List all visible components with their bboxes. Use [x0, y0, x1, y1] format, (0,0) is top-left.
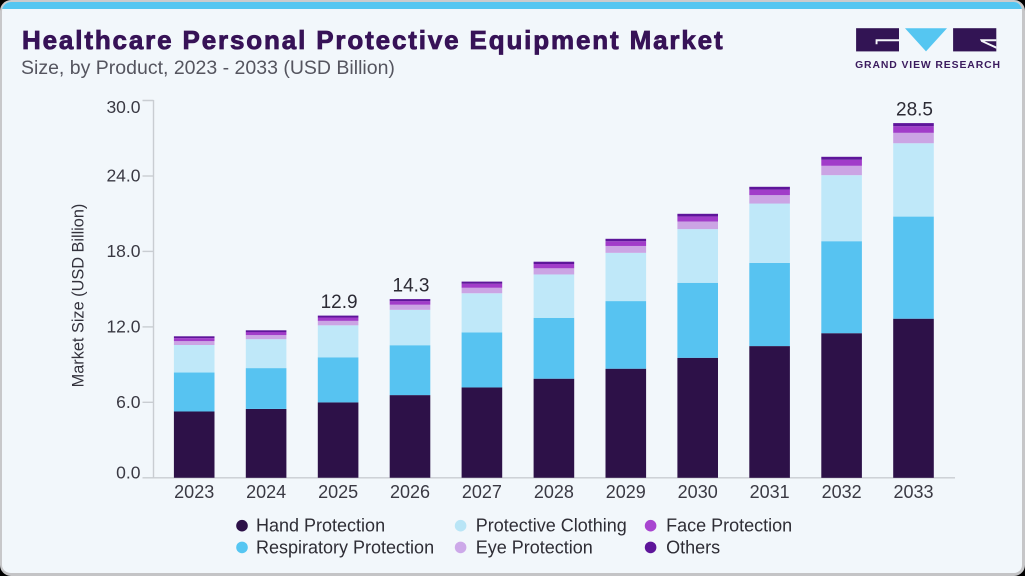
svg-text:2028: 2028	[534, 482, 574, 502]
svg-text:2025: 2025	[318, 482, 358, 502]
svg-text:Protective Clothing: Protective Clothing	[476, 516, 627, 536]
svg-text:2024: 2024	[246, 482, 286, 502]
svg-text:24.0: 24.0	[106, 166, 140, 186]
svg-text:18.0: 18.0	[106, 241, 140, 261]
svg-text:Market Size (USD Billion): Market Size (USD Billion)	[70, 204, 88, 388]
svg-text:Eye Protection: Eye Protection	[476, 537, 593, 557]
svg-text:2027: 2027	[462, 482, 502, 502]
svg-text:12.0: 12.0	[106, 317, 140, 337]
svg-text:Face Protection: Face Protection	[666, 516, 792, 536]
svg-text:Respiratory Protection: Respiratory Protection	[256, 537, 434, 557]
svg-text:2032: 2032	[822, 482, 862, 502]
svg-text:0.0: 0.0	[116, 462, 141, 482]
svg-text:GRAND VIEW RESEARCH: GRAND VIEW RESEARCH	[855, 60, 1001, 71]
svg-text:2026: 2026	[390, 482, 430, 502]
svg-text:2023: 2023	[174, 482, 214, 502]
svg-text:2031: 2031	[750, 482, 790, 502]
svg-text:14.3: 14.3	[393, 276, 430, 297]
svg-text:2030: 2030	[678, 482, 718, 502]
svg-text:28.5: 28.5	[896, 100, 933, 121]
svg-text:2033: 2033	[893, 482, 933, 502]
svg-text:Hand Protection: Hand Protection	[256, 516, 385, 536]
svg-text:12.9: 12.9	[321, 292, 358, 313]
svg-text:2029: 2029	[606, 482, 646, 502]
svg-text:30.0: 30.0	[106, 97, 140, 117]
svg-text:Others: Others	[666, 537, 720, 557]
svg-text:6.0: 6.0	[116, 392, 141, 412]
